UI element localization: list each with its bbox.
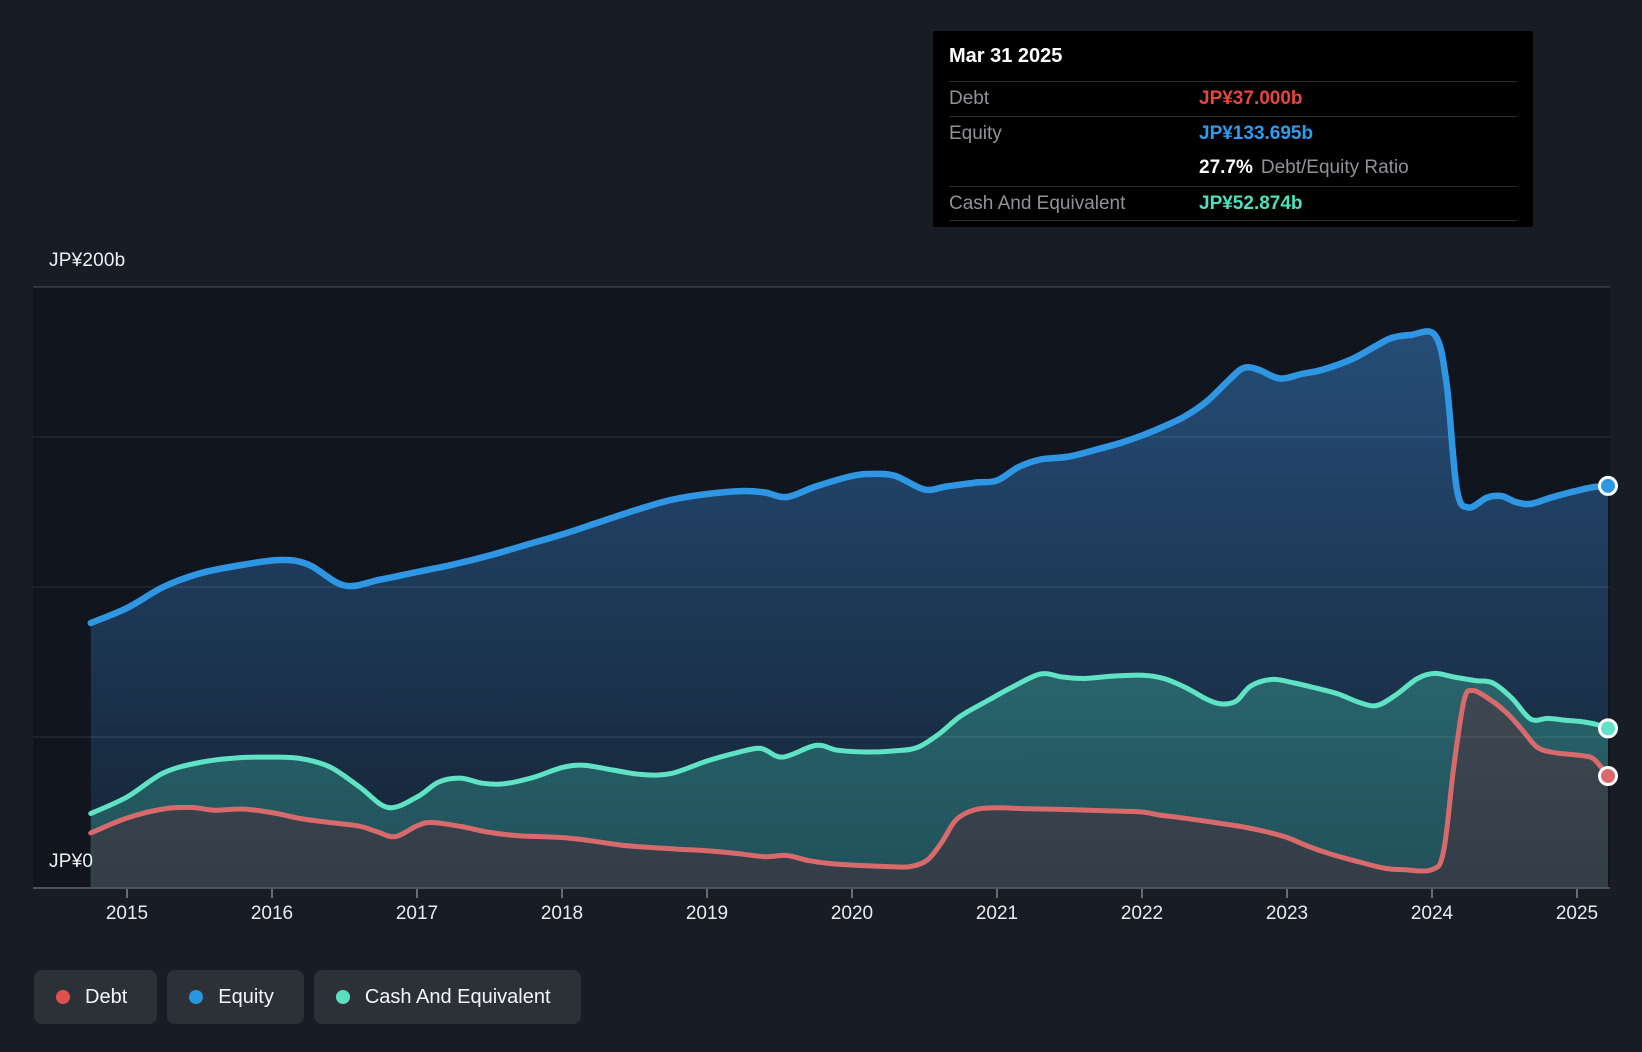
tooltip-card: Mar 31 2025 Debt JP¥37.000b Equity JP¥13… bbox=[933, 31, 1533, 227]
tooltip-equity-label: Equity bbox=[949, 123, 1002, 144]
legend-item-equity[interactable]: Equity bbox=[167, 970, 304, 1024]
tooltip-debt-value: JP¥37.000b bbox=[1199, 88, 1303, 109]
tooltip-ratio-spacer bbox=[949, 151, 1199, 186]
tooltip-equity-value: JP¥133.695b bbox=[1199, 123, 1314, 144]
legend-equity-label: Equity bbox=[218, 985, 274, 1008]
x-axis-label-2021: 2021 bbox=[975, 903, 1019, 924]
x-axis-label-2020: 2020 bbox=[830, 903, 874, 924]
legend: Debt Equity Cash And Equivalent bbox=[34, 970, 581, 1024]
line-cash-and-equivalent bbox=[88, 670, 1611, 816]
x-axis-label-2024: 2024 bbox=[1410, 903, 1454, 924]
x-axis-label-2018: 2018 bbox=[540, 903, 584, 924]
end-dot-debt bbox=[1598, 766, 1618, 786]
tooltip-debt-row: Debt JP¥37.000b bbox=[949, 81, 1517, 116]
x-axis-label-2016: 2016 bbox=[250, 903, 294, 924]
tooltip-equity-row: Equity JP¥133.695b bbox=[949, 116, 1517, 151]
legend-item-debt[interactable]: Debt bbox=[34, 970, 158, 1024]
x-axis-label-2019: 2019 bbox=[685, 903, 729, 924]
y-axis-label-0: JP¥0 bbox=[49, 851, 94, 872]
y-axis-label-200b: JP¥200b bbox=[49, 250, 126, 271]
legend-debt-label: Debt bbox=[85, 985, 128, 1008]
tooltip-debt-label: Debt bbox=[949, 88, 990, 109]
x-axis-label-2017: 2017 bbox=[395, 903, 439, 924]
x-axis-label-2015: 2015 bbox=[105, 903, 149, 924]
tooltip-cash-label: Cash And Equivalent bbox=[949, 193, 1126, 214]
tooltip-ratio-label: Debt/Equity Ratio bbox=[1260, 157, 1409, 178]
debt-dot-icon bbox=[56, 990, 70, 1004]
legend-item-cash[interactable]: Cash And Equivalent bbox=[313, 970, 581, 1024]
tooltip-date: Mar 31 2025 bbox=[949, 45, 1063, 67]
line-debt bbox=[88, 687, 1611, 874]
equity-dot-icon bbox=[189, 990, 204, 1004]
legend-cash-label: Cash And Equivalent bbox=[364, 985, 551, 1008]
end-dot-cash-and-equivalent bbox=[1598, 718, 1618, 739]
tooltip-cash-value: JP¥52.874b bbox=[1199, 193, 1303, 214]
tooltip-ratio-value: 27.7% bbox=[1199, 157, 1253, 178]
tooltip-cash-row: Cash And Equivalent JP¥52.874b bbox=[949, 186, 1517, 221]
line-equity bbox=[87, 328, 1612, 627]
tooltip-ratio-row: 27.7% Debt/Equity Ratio bbox=[949, 151, 1517, 186]
x-axis-label-2022: 2022 bbox=[1120, 903, 1164, 924]
x-axis-label-2023: 2023 bbox=[1265, 903, 1309, 924]
x-axis-label-2025: 2025 bbox=[1555, 903, 1599, 924]
end-dot-equity bbox=[1598, 475, 1618, 496]
cash-dot-icon bbox=[335, 990, 350, 1004]
